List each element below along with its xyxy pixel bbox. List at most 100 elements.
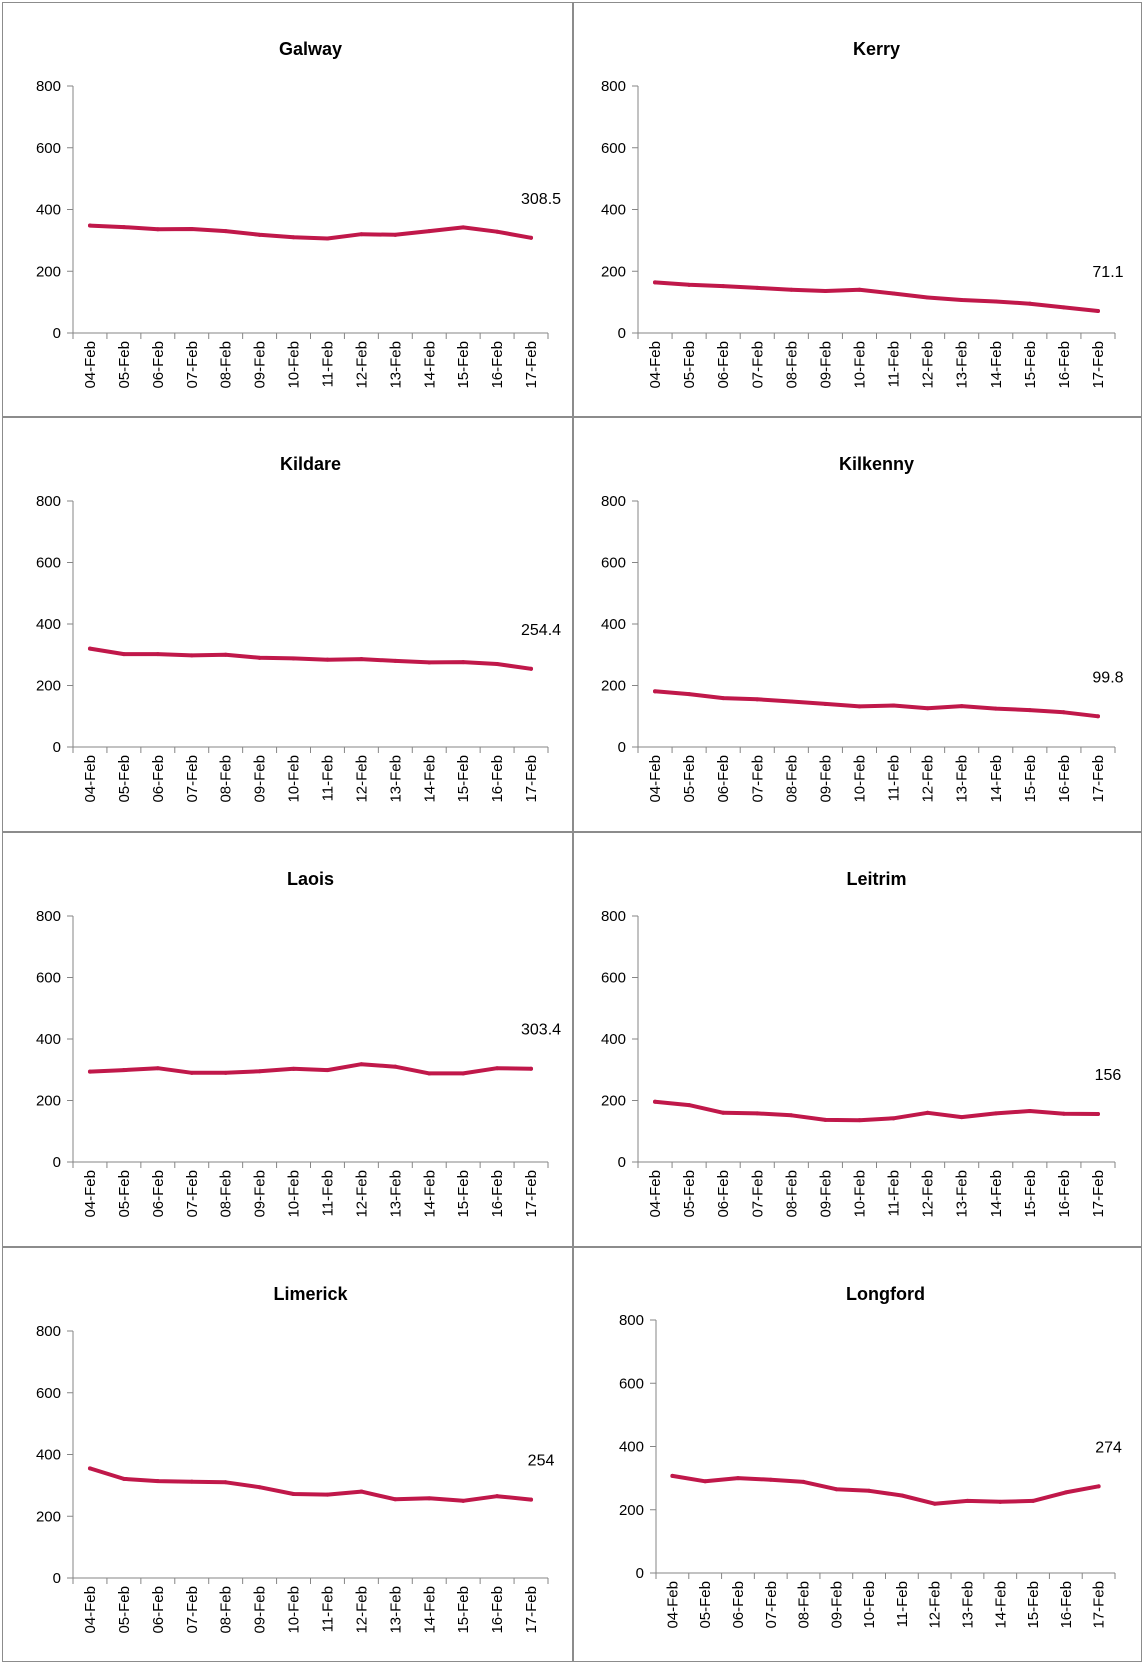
data-point: [325, 657, 330, 662]
x-tick-label: 15-Feb: [455, 1170, 472, 1218]
data-point: [359, 1062, 364, 1067]
y-tick-label: 400: [36, 1447, 61, 1464]
y-tick-label: 400: [36, 1031, 61, 1048]
data-point: [925, 706, 930, 711]
x-tick-label: 11-Feb: [894, 1581, 911, 1627]
y-tick-label: 200: [619, 1502, 644, 1519]
data-point: [1027, 1108, 1032, 1113]
data-point: [687, 1103, 692, 1108]
data-point: [1061, 1111, 1066, 1116]
x-tick-label: 06-Feb: [150, 341, 167, 389]
x-tick-label: 08-Feb: [218, 1170, 235, 1218]
x-tick-label: 17-Feb: [1090, 755, 1107, 803]
x-tick-label: 15-Feb: [1022, 755, 1039, 803]
data-point: [959, 704, 964, 709]
data-point: [1061, 710, 1066, 715]
data-point: [291, 1066, 296, 1071]
x-tick-label: 10-Feb: [851, 1170, 868, 1218]
x-tick-label: 13-Feb: [954, 755, 971, 803]
data-point: [121, 225, 126, 230]
chart-title: Kildare: [280, 454, 341, 474]
data-point: [291, 1492, 296, 1497]
y-tick-label: 200: [601, 678, 626, 695]
x-tick-label: 12-Feb: [927, 1581, 944, 1629]
x-tick-label: 07-Feb: [184, 755, 201, 803]
x-tick-label: 06-Feb: [715, 1170, 732, 1218]
data-label: 274: [1095, 1439, 1122, 1456]
y-tick-label: 800: [601, 78, 626, 95]
x-tick-label: 14-Feb: [988, 341, 1005, 389]
x-tick-label: 07-Feb: [749, 755, 766, 803]
y-tick-label: 400: [601, 616, 626, 633]
x-tick-label: 05-Feb: [681, 755, 698, 803]
x-tick-label: 05-Feb: [697, 1581, 714, 1629]
x-tick-label: 10-Feb: [861, 1581, 878, 1629]
data-point: [325, 236, 330, 241]
x-tick-label: 09-Feb: [252, 341, 269, 389]
data-point: [495, 1494, 500, 1499]
x-tick-label: 10-Feb: [286, 755, 303, 803]
chart-panel-galway: Galway 0 200 400 600 800 04-Feb 05-Feb 06-Feb 07-…: [2, 2, 573, 417]
x-tick-label: 13-Feb: [954, 1170, 971, 1218]
x-tick-label: 14-Feb: [421, 1586, 438, 1634]
x-tick-label: 17-Feb: [523, 341, 540, 389]
y-tick-label: 400: [36, 202, 61, 219]
data-point: [257, 655, 262, 660]
data-point: [891, 291, 896, 296]
x-tick-label: 08-Feb: [796, 1581, 813, 1629]
line-chart: Laois 0 200 400 600 800 04-Feb 05-Feb 06-Feb 07-F…: [36, 869, 561, 1218]
x-tick-label: 13-Feb: [387, 755, 404, 803]
data-point: [87, 1466, 92, 1471]
y-tick-label: 400: [36, 616, 61, 633]
chart-title: Kerry: [853, 39, 900, 59]
x-tick-label: 08-Feb: [783, 1170, 800, 1218]
data-point: [1027, 301, 1032, 306]
x-tick-label: 11-Feb: [886, 341, 903, 387]
data-point: [529, 235, 534, 240]
y-tick-label: 800: [36, 78, 61, 95]
x-tick-label: 16-Feb: [1056, 1170, 1073, 1218]
data-label: 254: [528, 1453, 555, 1470]
chart-panel-kilkenny: Kilkenny 0 200 400 600 800 04-Feb 05-Feb 06-Feb 0…: [573, 417, 1142, 832]
data-point: [461, 660, 466, 665]
data-point: [834, 1487, 839, 1492]
y-tick-label: 0: [618, 1154, 626, 1171]
y-tick-label: 200: [601, 1093, 626, 1110]
x-tick-label: 04-Feb: [647, 1170, 664, 1218]
data-point: [932, 1501, 937, 1506]
data-point: [823, 701, 828, 706]
y-tick-label: 0: [53, 739, 61, 756]
x-tick-label: 14-Feb: [421, 1170, 438, 1218]
y-tick-label: 400: [619, 1439, 644, 1456]
y-tick-label: 0: [636, 1565, 644, 1582]
data-point: [965, 1498, 970, 1503]
data-point: [1095, 714, 1100, 719]
x-tick-label: 13-Feb: [387, 1586, 404, 1634]
series-line: [653, 280, 1100, 313]
data-point: [857, 287, 862, 292]
data-point: [899, 1493, 904, 1498]
data-point: [925, 295, 930, 300]
x-tick-label: 12-Feb: [920, 1170, 937, 1218]
x-tick-label: 07-Feb: [184, 1586, 201, 1634]
data-point: [189, 226, 194, 231]
y-tick-label: 200: [36, 1508, 61, 1525]
x-tick-label: 10-Feb: [851, 341, 868, 389]
x-tick-label: 16-Feb: [1058, 1581, 1075, 1629]
y-tick-label: 600: [36, 1385, 61, 1402]
x-tick-label: 13-Feb: [959, 1581, 976, 1629]
data-point: [87, 223, 92, 228]
x-tick-label: 06-Feb: [150, 1170, 167, 1218]
series-line: [88, 1062, 533, 1076]
y-tick-label: 600: [36, 555, 61, 572]
data-point: [789, 1113, 794, 1118]
x-tick-label: 15-Feb: [455, 755, 472, 803]
data-point: [789, 287, 794, 292]
x-tick-label: 04-Feb: [647, 755, 664, 803]
x-tick-label: 09-Feb: [817, 1170, 834, 1218]
x-tick-label: 05-Feb: [681, 1170, 698, 1218]
x-tick-label: 05-Feb: [116, 341, 133, 389]
y-tick-label: 600: [601, 555, 626, 572]
data-point: [687, 692, 692, 697]
x-tick-label: 04-Feb: [664, 1581, 681, 1629]
